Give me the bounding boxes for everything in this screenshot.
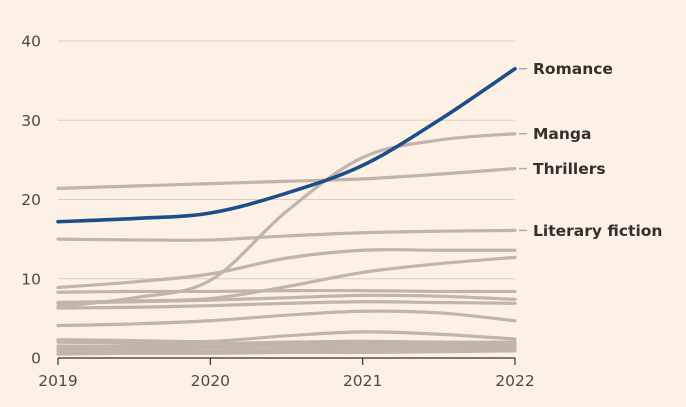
y-tick-label-0: 0 [31, 350, 41, 368]
series-line-unlabeled-6 [56, 288, 517, 294]
series-label-thrillers: Thrillers [533, 160, 606, 178]
series-line-unlabeled-11 [56, 339, 517, 346]
series-line-unlabeled-8 [56, 300, 517, 310]
gridlines [58, 40, 515, 280]
y-tick-label-10: 10 [21, 270, 41, 288]
x-tick-label-2019: 2019 [38, 372, 77, 390]
series-line-manga [56, 132, 517, 309]
series-line-romance [56, 66, 517, 224]
y-tick-label-30: 30 [21, 112, 41, 130]
series-label-manga: Manga [533, 125, 591, 143]
series-label-literary-fiction: Literary fiction [533, 222, 662, 240]
series-line-unlabeled-4 [56, 248, 517, 290]
y-tick-label-40: 40 [21, 33, 41, 51]
x-tick-label-2022: 2022 [495, 372, 534, 390]
series-labels: Romance Manga Thrillers Literary fiction [519, 60, 662, 240]
y-tick-label-20: 20 [21, 191, 41, 209]
series-line-unlabeled-13 [56, 344, 517, 351]
series-line-unlabeled-9 [56, 309, 517, 328]
series-line-thrillers [56, 166, 517, 191]
series-line-unlabeled-15 [56, 349, 517, 356]
series-line-literary-fiction [56, 228, 517, 242]
series-lines [56, 66, 517, 356]
series-line-unlabeled-14 [56, 346, 517, 354]
series-label-romance: Romance [533, 60, 613, 78]
series-line-unlabeled-7 [56, 293, 517, 305]
series-line-unlabeled-10 [56, 330, 517, 344]
x-tick-label-2020: 2020 [191, 372, 230, 390]
x-tick-label-2021: 2021 [343, 372, 382, 390]
axes: 0 10 20 30 40 2019 2020 2021 2022 [21, 33, 534, 391]
